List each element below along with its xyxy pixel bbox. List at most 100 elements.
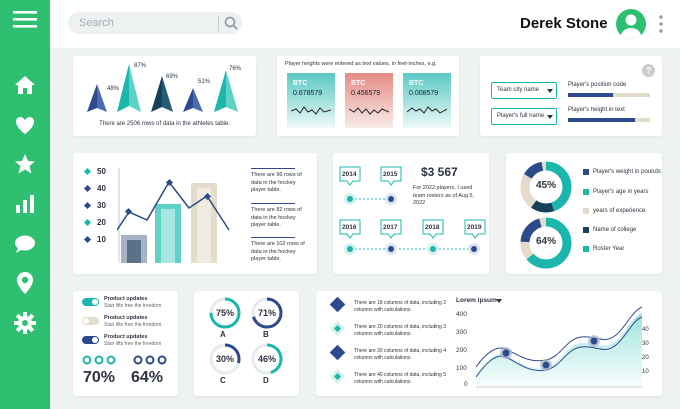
chevron-down-icon[interactable] — [496, 299, 502, 303]
search-icon[interactable] — [224, 16, 238, 30]
avatar[interactable] — [616, 9, 646, 39]
y-tick: 20 — [97, 218, 106, 227]
list-item: There are 20 columns of data, including … — [354, 324, 446, 337]
ring-b-value: 71% — [257, 308, 276, 318]
search-input[interactable]: Search — [79, 17, 114, 29]
player-name-select-value: Player's full name — [497, 113, 545, 119]
pyramid-label-1: 48% — [107, 86, 120, 92]
year-label: 2018 — [425, 224, 440, 231]
ticker-2-sparkline — [349, 107, 389, 115]
list-item: There are 18 columns of data, including … — [354, 300, 446, 313]
legend-label: years of experience — [593, 208, 646, 214]
menu-icon[interactable] — [12, 6, 38, 32]
y-tick: 200 — [456, 347, 467, 354]
donuts-card: 45% 64% Player's weight in pounds Player… — [506, 153, 662, 274]
note-divider — [251, 203, 295, 204]
y-tick: 400 — [456, 311, 467, 318]
pyramid-label-4: 51% — [198, 79, 211, 85]
right-tick: 10 — [642, 369, 649, 375]
line-point — [124, 207, 133, 216]
tickers-title: Player heights were entered as text valu… — [285, 61, 437, 67]
chart-title[interactable]: Lorem ipsum — [456, 297, 497, 304]
donut-chart-2 — [520, 217, 572, 269]
ticker-tile-1[interactable]: BTC 0.678579 — [287, 73, 335, 128]
bar-chart-icon[interactable] — [12, 191, 38, 217]
legend-label: Player's age in years — [593, 189, 649, 195]
tickers-card: Player heights were entered as text valu… — [277, 56, 459, 136]
ring-d-letter: D — [263, 376, 269, 385]
area-chart — [476, 306, 642, 388]
right-tick: 30 — [642, 341, 649, 347]
ticker-1-sparkline — [291, 106, 331, 115]
columns-chart-card: There are 18 columns of data, including … — [316, 291, 662, 396]
location-pin-icon[interactable] — [12, 270, 38, 296]
toggle-1-title: Product updates — [104, 296, 148, 302]
ring-d-value: 46% — [257, 354, 276, 364]
chat-icon[interactable] — [12, 231, 38, 257]
y-tick: 0 — [464, 381, 468, 388]
ticker-3-sparkline — [407, 106, 447, 114]
year-label: 2014 — [342, 171, 357, 178]
legend-label: Roster Year — [593, 246, 625, 252]
pyramid-1 — [87, 84, 97, 112]
progress-rings — [82, 355, 167, 365]
help-icon[interactable]: ? — [642, 64, 655, 77]
y-tick: 100 — [456, 365, 467, 372]
legend-label: Player's weight in pounds — [593, 169, 661, 175]
ticker-tile-3[interactable]: BTC 0.008579 — [403, 73, 451, 128]
ring-charts — [209, 297, 283, 375]
team-city-select[interactable]: Team city name — [491, 82, 557, 99]
height-text-bar — [568, 118, 650, 122]
year-label: 2017 — [383, 224, 398, 231]
y-tick: 10 — [97, 235, 106, 244]
note-divider — [251, 237, 295, 238]
y-tick: 300 — [456, 329, 467, 336]
player-name-select[interactable]: Player's full name — [491, 108, 557, 125]
ring-a-letter: A — [220, 330, 226, 339]
toggle-1-sub: Stair lifts free the freedom — [104, 303, 162, 309]
sidebar — [0, 0, 50, 409]
gear-icon[interactable] — [12, 310, 38, 336]
chevron-down-icon — [547, 115, 553, 119]
more-options-icon[interactable] — [658, 14, 664, 34]
donut-2-value: 64% — [535, 236, 556, 247]
timeline-graphic — [339, 166, 486, 255]
ring-c-value: 30% — [215, 354, 234, 364]
pyramid-label-2: 87% — [134, 63, 147, 69]
legend-swatch — [583, 227, 589, 233]
pyramid-chart — [87, 64, 238, 112]
heart-icon[interactable] — [12, 112, 38, 138]
toggle-switch-1[interactable] — [82, 298, 99, 306]
stat-2: 64% — [131, 369, 164, 386]
toggle-switch-3[interactable] — [82, 336, 99, 344]
header: Search Derek Stone — [50, 0, 680, 48]
right-tick: 40 — [642, 327, 649, 333]
pyramid-4 — [183, 88, 193, 112]
legend-label: Name of college — [593, 227, 637, 233]
legend-swatch — [583, 208, 589, 214]
user-name: Derek Stone — [520, 15, 608, 32]
home-icon[interactable] — [12, 72, 38, 98]
height-text-label: Player's height in text — [568, 107, 625, 113]
year-label: 2015 — [383, 171, 398, 178]
star-icon[interactable] — [12, 151, 38, 177]
ticker-2-symbol: BTC — [351, 80, 366, 87]
toggle-2-title: Product updates — [104, 315, 148, 321]
toggle-switch-2[interactable] — [82, 317, 99, 325]
amount: $3 567 — [421, 165, 458, 179]
ticker-3-symbol: BTC — [409, 80, 424, 87]
note-divider — [251, 168, 295, 169]
right-tick: 20 — [642, 355, 649, 361]
chevron-down-icon — [547, 89, 553, 93]
search-bar[interactable]: Search — [68, 12, 242, 34]
ticker-2-value: 0.456579 — [351, 90, 381, 97]
list-item: There are 40 columns of data, including … — [354, 372, 446, 385]
ticker-tile-2[interactable]: BTC 0.456579 — [345, 73, 393, 128]
pyramid-2 — [117, 64, 129, 112]
legend-swatch — [583, 189, 589, 195]
y-tick: 40 — [97, 184, 106, 193]
stat-1: 70% — [83, 369, 116, 386]
selects-card: Team city name Player's full name Player… — [480, 56, 662, 136]
donut-chart-1 — [520, 161, 572, 213]
ring-c-letter: C — [220, 376, 226, 385]
